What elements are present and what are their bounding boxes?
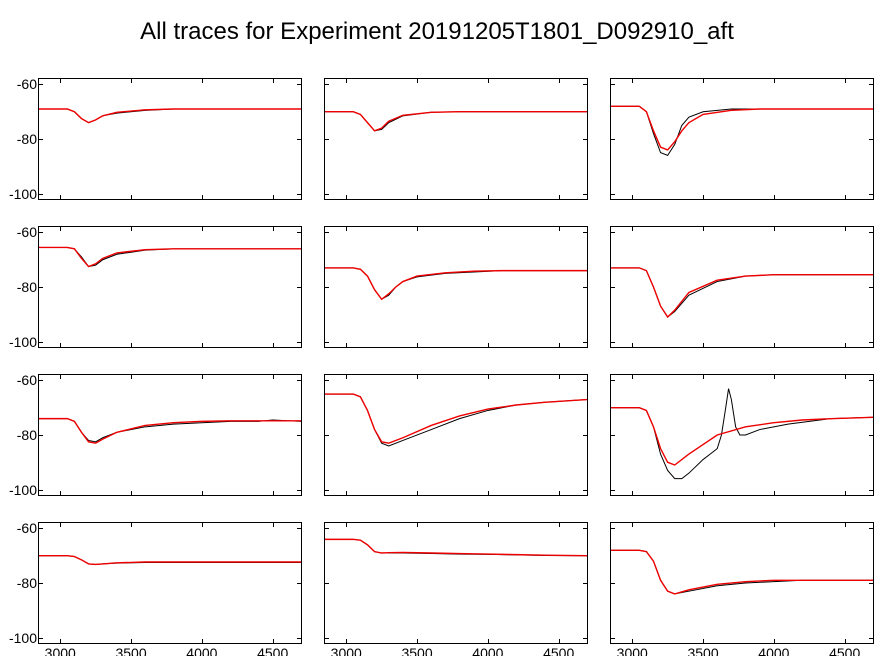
subplot-r0-c0: -60-80-100	[30, 78, 302, 212]
subplot-r2-c2	[602, 374, 874, 508]
trace-data	[39, 556, 301, 565]
figure-title: All traces for Experiment 20191205T1801_…	[0, 18, 874, 46]
trace-fit	[39, 247, 301, 266]
xtick-label: 4000	[472, 643, 503, 656]
ytick-label: -80	[17, 279, 39, 295]
xtick-label: 4500	[543, 643, 574, 656]
ytick-label: -60	[17, 224, 39, 240]
axes: 3000350040004500	[324, 522, 588, 644]
xtick-label: 3500	[115, 643, 146, 656]
axes	[324, 226, 588, 348]
trace-data	[39, 419, 301, 442]
trace-fit	[611, 106, 873, 150]
xtick-label: 3000	[617, 643, 648, 656]
xtick-label: 3500	[687, 643, 718, 656]
axes	[324, 374, 588, 496]
trace-fit	[325, 394, 587, 443]
trace-fit	[325, 539, 587, 555]
subplot-grid: -60-80-100 -60-80-100 -60-80-100 -60-80-100…	[30, 78, 874, 656]
ytick-label: -80	[17, 575, 39, 591]
axes	[324, 78, 588, 200]
axes: -60-80-100	[38, 78, 302, 200]
subplot-r3-c1: 3000 3500 4000 4500	[316, 522, 588, 656]
ytick-label: -60	[17, 520, 39, 536]
subplot-r2-c0: -60-80-100	[30, 374, 302, 508]
trace-data	[325, 112, 587, 131]
figure: All traces for Experiment 20191205T1801_…	[0, 0, 874, 656]
xtick-label: 4000	[758, 643, 789, 656]
trace-fit	[39, 419, 301, 444]
ytick-label: -100	[9, 186, 39, 202]
axes: -60-80-100	[38, 226, 302, 348]
trace-fit	[325, 112, 587, 131]
axes: 3000350040004500	[610, 522, 874, 644]
xtick-label: 3000	[45, 643, 76, 656]
ytick-label: -100	[9, 482, 39, 498]
ytick-label: -60	[17, 76, 39, 92]
trace-fit	[611, 550, 873, 594]
axes	[610, 374, 874, 496]
trace-data	[611, 389, 873, 479]
subplot-r3-c2: 3000 3500 4000 4500	[602, 522, 874, 656]
axes: -60-80-1003000350040004500	[38, 522, 302, 644]
subplot-r1-c2	[602, 226, 874, 360]
trace-fit	[325, 268, 587, 299]
xtick-label: 4500	[829, 643, 860, 656]
ytick-label: -60	[17, 372, 39, 388]
xtick-label: 3000	[331, 643, 362, 656]
subplot-r3-c0: -60-80-1003000350040004500	[30, 522, 302, 656]
ytick-label: -100	[9, 334, 39, 350]
subplot-r1-c1	[316, 226, 588, 360]
axes	[610, 226, 874, 348]
subplot-r0-c2	[602, 78, 874, 212]
trace-fit	[611, 408, 873, 465]
axes	[610, 78, 874, 200]
trace-fit	[611, 268, 873, 317]
trace-fit	[39, 109, 301, 123]
ytick-label: -100	[9, 630, 39, 646]
ytick-label: -80	[17, 427, 39, 443]
trace-fit	[39, 556, 301, 565]
subplot-r0-c1	[316, 78, 588, 212]
xtick-label: 4500	[257, 643, 288, 656]
ytick-label: -80	[17, 131, 39, 147]
xtick-label: 4000	[186, 643, 217, 656]
trace-data	[39, 247, 301, 266]
trace-data	[611, 106, 873, 155]
xtick-label: 3500	[401, 643, 432, 656]
subplot-r2-c1	[316, 374, 588, 508]
axes: -60-80-100	[38, 374, 302, 496]
subplot-r1-c0: -60-80-100	[30, 226, 302, 360]
